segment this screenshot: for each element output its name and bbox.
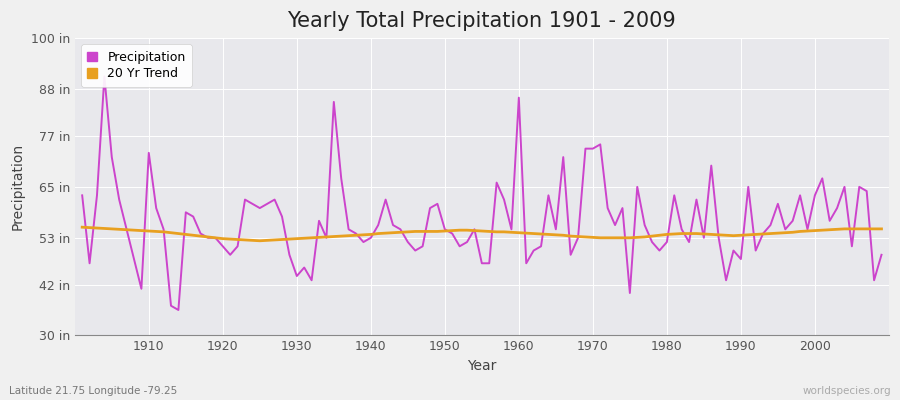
20 Yr Trend [136,228,147,233]
Line: Precipitation: Precipitation [82,76,881,310]
20 Yr Trend [521,231,532,236]
Precipitation [99,74,110,79]
X-axis label: Year: Year [467,359,497,373]
Precipitation [313,218,324,223]
Line: 20 Yr Trend: 20 Yr Trend [82,227,881,241]
Precipitation [173,308,184,312]
Text: worldspecies.org: worldspecies.org [803,386,891,396]
Text: Latitude 21.75 Longitude -79.25: Latitude 21.75 Longitude -79.25 [9,386,177,396]
20 Yr Trend [255,238,266,243]
Precipitation [143,150,154,155]
20 Yr Trend [876,226,886,231]
Precipitation [617,206,628,210]
20 Yr Trend [306,236,317,240]
Precipitation [358,240,369,244]
20 Yr Trend [76,225,87,230]
Title: Yearly Total Precipitation 1901 - 2009: Yearly Total Precipitation 1901 - 2009 [287,11,676,31]
Precipitation [521,261,532,266]
Precipitation [76,193,87,198]
20 Yr Trend [513,230,524,235]
Legend: Precipitation, 20 Yr Trend: Precipitation, 20 Yr Trend [81,44,192,87]
20 Yr Trend [609,236,620,240]
20 Yr Trend [351,233,362,238]
Precipitation [528,248,539,253]
Precipitation [876,252,886,257]
Y-axis label: Precipitation: Precipitation [11,143,25,230]
